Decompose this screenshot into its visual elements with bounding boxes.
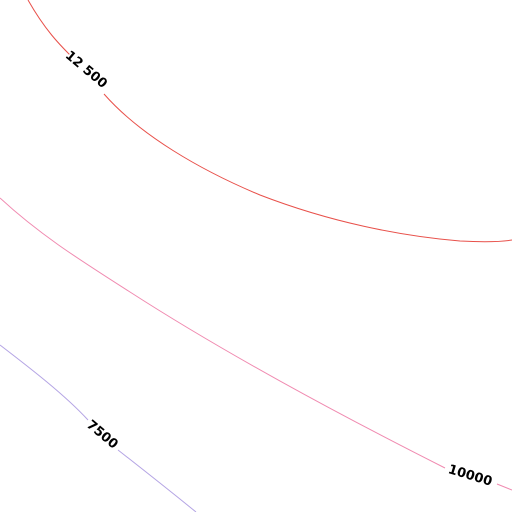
contour-line: [0, 344, 197, 512]
contour-line: [27, 0, 512, 243]
contour-line: [0, 197, 512, 491]
